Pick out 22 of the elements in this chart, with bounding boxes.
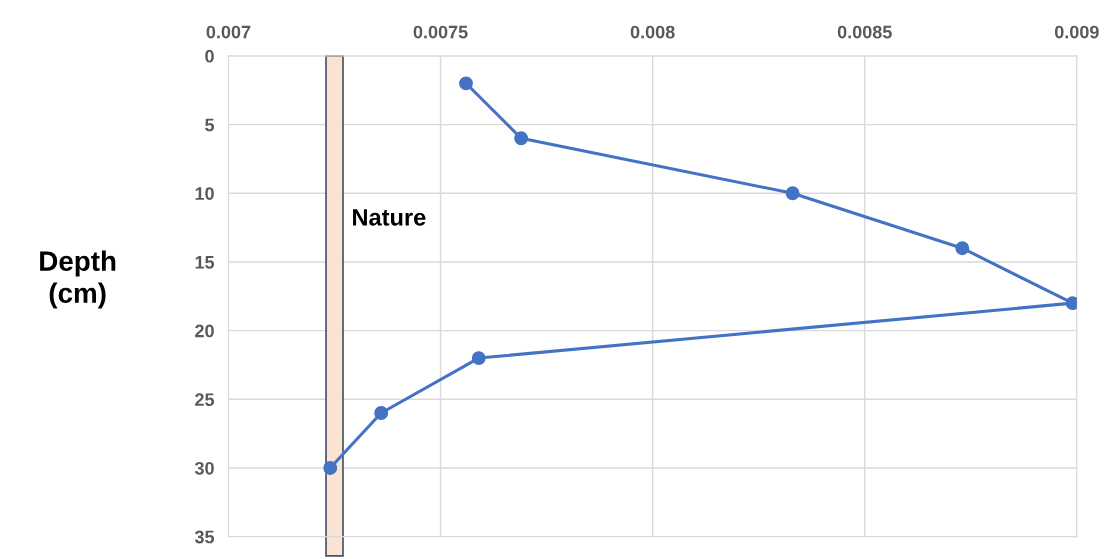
point [323,461,338,475]
y-tick-label: 25 [195,393,215,407]
band-label: Nature [353,209,426,226]
point [459,76,473,91]
x-tick-label: 0.009 [1054,25,1099,39]
y-tick-label: 15 [195,256,215,269]
y-tick-label: 35 [194,530,215,544]
x-tick-label: 0.0085 [837,25,892,39]
y-tick-label: 30 [194,461,214,475]
point [471,351,486,366]
y-tick-label: 10 [195,187,214,200]
y-tick-label: 5 [205,118,215,132]
x-tick-label: 0.007 [206,25,251,39]
y-tick-label: 20 [195,324,214,338]
y-tick-label: 0 [205,49,214,63]
point [785,186,800,201]
x-tick-label: 0.008 [630,25,675,39]
point [374,406,389,420]
point [514,131,529,146]
y-axis-title: Depth (cm) [40,250,116,309]
point [955,241,970,256]
x-tick-label: 0.0075 [413,25,468,39]
